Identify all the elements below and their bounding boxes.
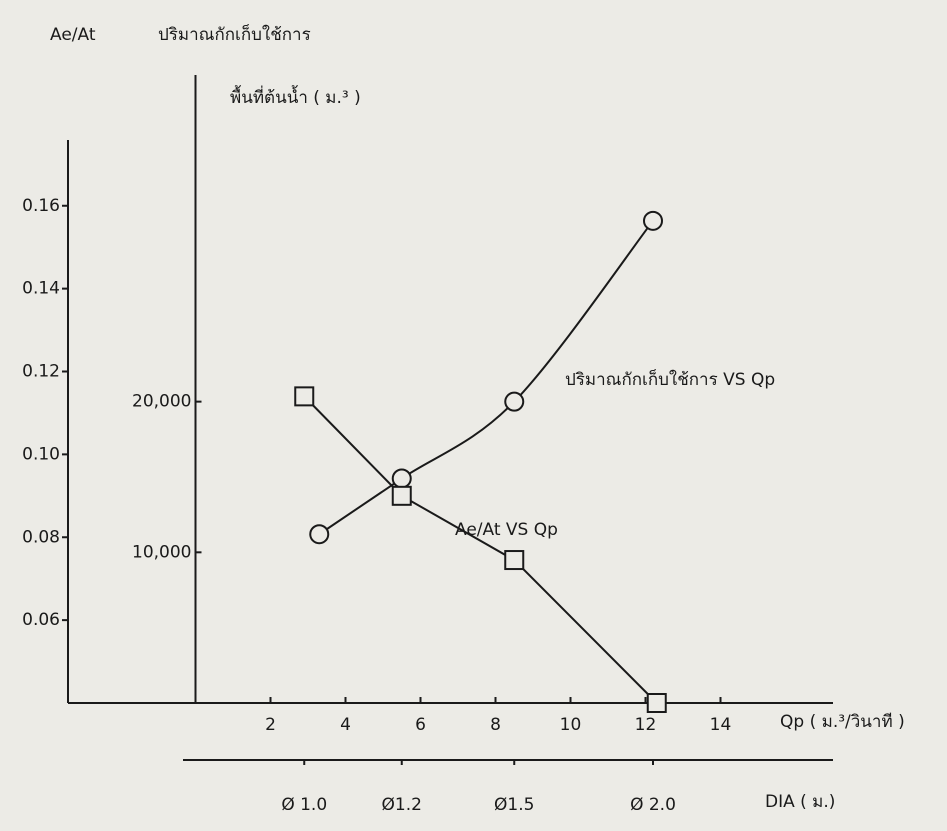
x-tick-label: 14 [710, 715, 732, 735]
y-axis-label: Ae/At [50, 25, 96, 45]
y-tick-label: 0.08 [22, 527, 60, 547]
y2-axis-label: พื้นที่ต้นน้ำ ( ม.³ ) [230, 85, 361, 108]
point [504, 550, 525, 571]
y-tick-label: 0.12 [22, 362, 60, 382]
dia-tick-label: Ø1.2 [382, 795, 422, 815]
x-tick-label: 8 [490, 715, 501, 735]
x-tick-label: 12 [635, 715, 657, 735]
point [646, 693, 667, 713]
y-tick-label: 0.14 [22, 279, 60, 299]
series-line [318, 220, 654, 536]
x-tick-label: 4 [340, 715, 351, 735]
point [391, 468, 412, 489]
y-tick-label: 0.10 [22, 444, 60, 464]
x-axis-label: Qp ( ม.³/วินาที ) [780, 712, 905, 732]
series-label: ปริมาณกักเก็บใช้การ VS Qp [565, 368, 775, 390]
y2-tick-label: 20,000 [132, 392, 191, 412]
x-tick-label: 10 [560, 715, 582, 735]
dia-tick-label: Ø 1.0 [281, 795, 327, 815]
x-tick-label: 6 [415, 715, 426, 735]
dia-axis-label: DIA ( ม.) [765, 792, 835, 812]
point [504, 391, 525, 412]
y2-axis-label: ปริมาณกักเก็บใช้การ [158, 23, 311, 45]
point [643, 210, 663, 231]
series-line [303, 395, 658, 704]
y-tick-label: 0.16 [22, 196, 60, 216]
dia-tick-label: Ø1.5 [494, 795, 534, 815]
dia-tick-label: Ø 2.0 [630, 795, 676, 815]
series-label: Ae/At VS Qp [455, 520, 558, 540]
y-tick-label: 0.06 [22, 610, 60, 630]
y2-tick-label: 10,000 [132, 542, 191, 562]
point [294, 386, 315, 407]
point [391, 485, 412, 506]
point [309, 524, 330, 545]
x-tick-label: 2 [265, 715, 276, 735]
